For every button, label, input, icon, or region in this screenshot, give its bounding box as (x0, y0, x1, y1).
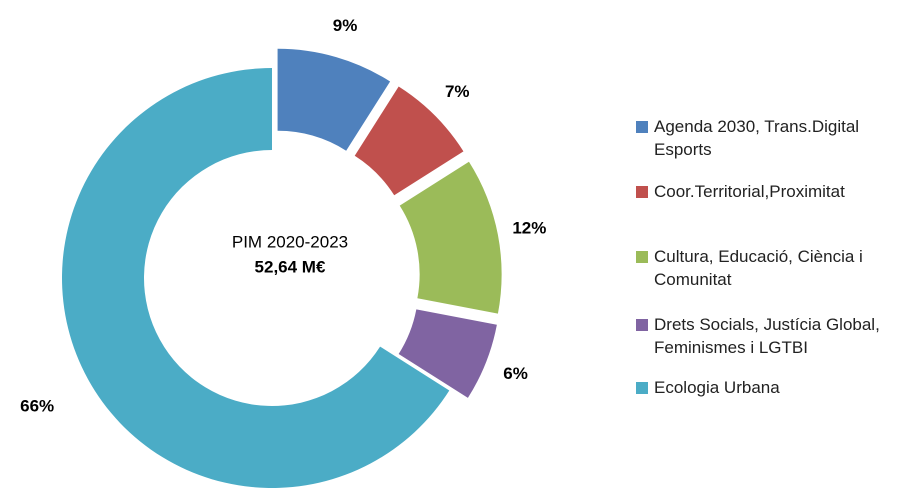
donut-slice (277, 48, 391, 151)
data-label: 66% (20, 397, 54, 416)
legend-item: Drets Socials, Justícia Global, Feminism… (636, 313, 904, 359)
legend-item: Agenda 2030, Trans.Digital Esports (636, 115, 904, 161)
legend-label: Drets Socials, Justícia Global, Feminism… (654, 315, 880, 357)
legend-label: Agenda 2030, Trans.Digital Esports (654, 117, 860, 159)
donut-slice (354, 86, 464, 196)
data-label: 7% (445, 82, 470, 101)
legend-swatch (636, 251, 648, 263)
center-value: 52,64 M€ (255, 257, 326, 276)
legend-item: Ecologia Urbana (636, 376, 904, 399)
donut-slice (399, 161, 502, 314)
legend-label: Coor.Territorial,Proximitat (654, 182, 845, 201)
legend-item: Coor.Territorial,Proximitat (636, 180, 904, 203)
legend-swatch (636, 382, 648, 394)
legend-item: Cultura, Educació, Ciència i Comunitat (636, 245, 904, 291)
data-label: 9% (333, 16, 358, 35)
legend-swatch (636, 186, 648, 198)
center-title: PIM 2020-2023 (232, 232, 348, 251)
data-label: 6% (503, 364, 528, 383)
legend-label: Cultura, Educació, Ciència i Comunitat (654, 247, 863, 289)
data-label: 12% (512, 218, 546, 237)
legend-swatch (636, 121, 648, 133)
donut-slice (398, 309, 497, 398)
legend-swatch (636, 319, 648, 331)
legend-label: Ecologia Urbana (654, 378, 780, 397)
donut-slice (62, 68, 450, 489)
